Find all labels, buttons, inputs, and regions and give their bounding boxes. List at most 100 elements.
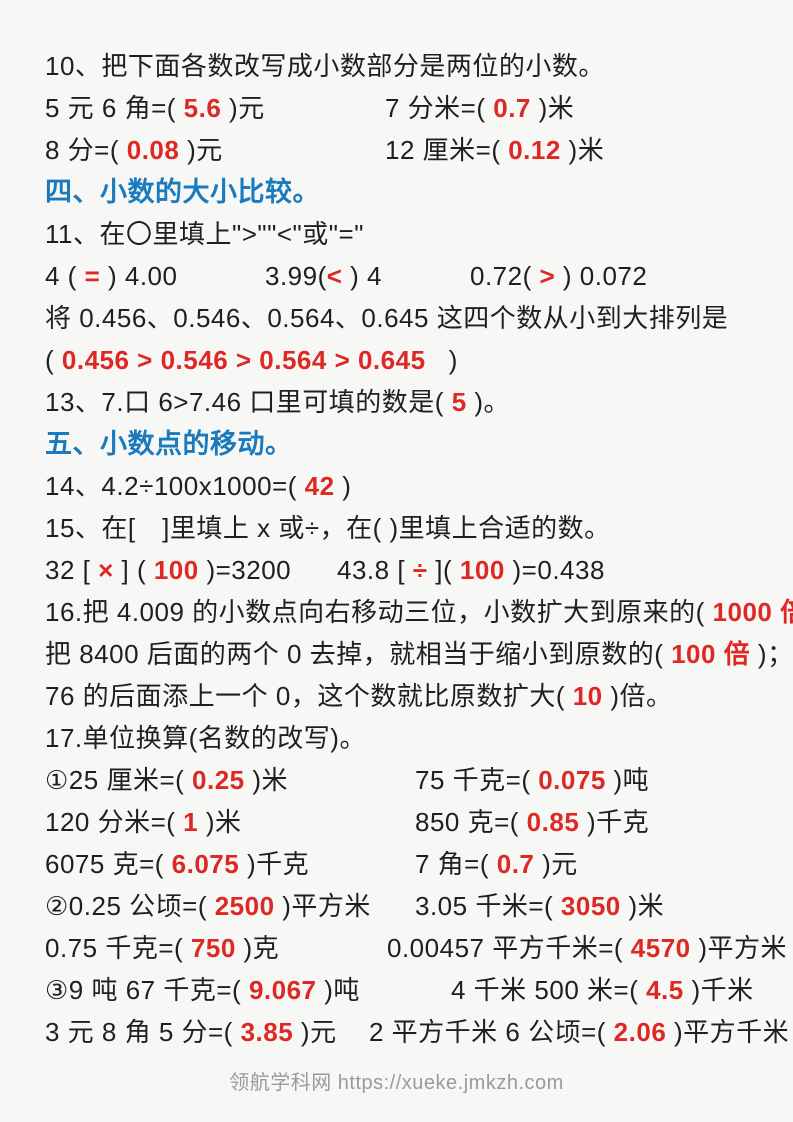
q13-segment: 13、7.口 6>7.46 口里可填的数是( 5 )。 bbox=[45, 381, 510, 423]
section-5-heading-segment: 五、小数点的移动。 bbox=[45, 423, 293, 465]
q10-row-1: 5 元 6 角=( 5.6 )元 7 分米=( 0.7 )米 bbox=[45, 87, 783, 129]
section-4-heading: 四、小数的大小比较。 bbox=[45, 171, 783, 213]
question-text: )千米 bbox=[683, 975, 754, 1005]
q11-row-segment: 4 ( = ) 4.00 bbox=[45, 255, 265, 297]
answer-text: 0.85 bbox=[526, 807, 580, 837]
answer-text: 100 bbox=[459, 555, 505, 585]
question-text: ②0.25 公顷=( bbox=[45, 891, 215, 921]
question-text: )千克 bbox=[239, 849, 310, 879]
q12-title: 将 0.456、0.546、0.564、0.645 这四个数从小到大排列是 bbox=[45, 297, 783, 339]
question-text: 4 千米 500 米=( bbox=[451, 975, 647, 1005]
question-text: )吨 bbox=[605, 765, 650, 795]
answer-text: ÷ bbox=[412, 555, 428, 585]
q16-line-3: 76 的后面添上一个 0，这个数就比原数扩大( 10 )倍。 bbox=[45, 675, 783, 717]
question-text: 把 8400 后面的两个 0 去掉，就相当于缩小到原数的( bbox=[45, 639, 672, 669]
answer-text: 5 bbox=[451, 387, 467, 417]
answer-text: 2500 bbox=[214, 891, 275, 921]
question-text: 3.05 千米=( bbox=[415, 891, 561, 921]
q17-row-6-segment: ③9 吨 67 千克=( 9.067 )吨 bbox=[45, 969, 451, 1011]
question-text: 0.72( bbox=[470, 261, 540, 291]
answer-text: 0.25 bbox=[192, 765, 245, 795]
answer-text: 0.456 > 0.546 > 0.564 > 0.645 bbox=[61, 345, 426, 375]
answer-text: 42 bbox=[304, 471, 335, 501]
question-text: 2 平方千米 6 公顷=( bbox=[369, 1017, 614, 1047]
question-text: 120 分米=( bbox=[45, 807, 184, 837]
q12-answer-segment: ( 0.456 > 0.546 > 0.564 > 0.645 ) bbox=[45, 339, 458, 381]
q11-row-segment: 3.99(< ) 4 bbox=[265, 255, 470, 297]
question-text: 12 厘米=( bbox=[385, 135, 509, 165]
q11-title: 11、在〇里填上">""<"或"=" bbox=[45, 213, 783, 255]
question-text: )米 bbox=[620, 891, 665, 921]
answer-text: 4570 bbox=[630, 933, 691, 963]
answer-text: 0.7 bbox=[493, 93, 531, 123]
q10-row-2-segment: 8 分=( 0.08 )元 bbox=[45, 129, 385, 171]
section-heading-text: 五、小数点的移动。 bbox=[45, 429, 293, 459]
q10-row-2: 8 分=( 0.08 )元 12 厘米=( 0.12 )米 bbox=[45, 129, 783, 171]
question-text: )=0.438 bbox=[504, 555, 605, 585]
answer-text: 4.5 bbox=[646, 975, 684, 1005]
q17-row-1: ①25 厘米=( 0.25 )米 75 千克=( 0.075 )吨 bbox=[45, 759, 783, 801]
question-text: 3.99( bbox=[265, 261, 327, 291]
question-text: 3 元 8 角 5 分=( bbox=[45, 1017, 241, 1047]
q17-row-1-segment: ①25 厘米=( 0.25 )米 bbox=[45, 759, 415, 801]
q11-row-segment: 0.72( > ) 0.072 bbox=[470, 255, 647, 297]
question-text: 5 元 6 角=( bbox=[45, 93, 184, 123]
answer-text: 2.06 bbox=[613, 1017, 667, 1047]
q17-title: 17.单位换算(名数的改写)。 bbox=[45, 717, 783, 759]
answer-text: 0.7 bbox=[496, 849, 535, 879]
q13: 13、7.口 6>7.46 口里可填的数是( 5 )。 bbox=[45, 381, 783, 423]
question-text: )米 bbox=[530, 93, 575, 123]
q17-row-3-segment: 7 角=( 0.7 )元 bbox=[415, 843, 578, 885]
q17-row-1-segment: 75 千克=( 0.075 )吨 bbox=[415, 759, 649, 801]
question-text: ) 4.00 bbox=[100, 261, 178, 291]
question-text: ] ( bbox=[113, 555, 154, 585]
question-text: 75 千克=( bbox=[415, 765, 539, 795]
q17-title-segment: 17.单位换算(名数的改写)。 bbox=[45, 717, 366, 759]
question-text: 13、7.口 6>7.46 口里可填的数是( bbox=[45, 387, 452, 417]
answer-text: 0.08 bbox=[126, 135, 180, 165]
answer-text: 10 bbox=[572, 681, 603, 711]
question-text: ①25 厘米=( bbox=[45, 765, 193, 795]
answer-text: 0.12 bbox=[508, 135, 561, 165]
answer-text: 1000 倍 bbox=[712, 597, 793, 627]
answer-text: 5.6 bbox=[183, 93, 222, 123]
section-5-heading: 五、小数点的移动。 bbox=[45, 423, 783, 465]
q16-line-1-segment: 16.把 4.009 的小数点向右移动三位，小数扩大到原来的( 1000 倍 )… bbox=[45, 591, 793, 633]
question-text: 15、在[ ]里填上 x 或÷，在( )里填上合适的数。 bbox=[45, 513, 611, 543]
q10-row-1-segment: 5 元 6 角=( 5.6 )元 bbox=[45, 87, 385, 129]
question-text: 8 分=( bbox=[45, 135, 127, 165]
question-text: 将 0.456、0.546、0.564、0.645 这四个数从小到大排列是 bbox=[45, 303, 729, 333]
question-text: 0.75 千克=( bbox=[45, 933, 191, 963]
q15-row-segment: 43.8 [ ÷ ]( 100 )=0.438 bbox=[337, 549, 605, 591]
question-text: 14、4.2÷100x1000=( bbox=[45, 471, 305, 501]
q17-row-2-segment: 120 分米=( 1 )米 bbox=[45, 801, 415, 843]
answer-text: 750 bbox=[190, 933, 236, 963]
answer-text: > bbox=[539, 261, 556, 291]
q17-row-3: 6075 克=( 6.075 )千克 7 角=( 0.7 )元 bbox=[45, 843, 783, 885]
question-text: 7 分米=( bbox=[385, 93, 494, 123]
question-text: )；在 bbox=[757, 639, 793, 669]
answer-text: 0.075 bbox=[538, 765, 606, 795]
q17-row-4: ②0.25 公顷=( 2500 )平方米 3.05 千米=( 3050 )米 bbox=[45, 885, 783, 927]
question-text: )米 bbox=[560, 135, 605, 165]
q17-row-4-segment: ②0.25 公顷=( 2500 )平方米 bbox=[45, 885, 415, 927]
question-text: 16.把 4.009 的小数点向右移动三位，小数扩大到原来的( bbox=[45, 597, 713, 627]
q15-row-segment: 32 [ × ] ( 100 )=3200 bbox=[45, 549, 337, 591]
question-text: ( bbox=[45, 345, 62, 375]
q16-line-2: 把 8400 后面的两个 0 去掉，就相当于缩小到原数的( 100 倍 )；在 bbox=[45, 633, 793, 675]
answer-text: 3.85 bbox=[240, 1017, 294, 1047]
answer-text: 9.067 bbox=[248, 975, 317, 1005]
answer-text: 100 bbox=[153, 555, 199, 585]
question-text: )平方千米 bbox=[666, 1017, 790, 1047]
q10-title-segment: 10、把下面各数改写成小数部分是两位的小数。 bbox=[45, 45, 605, 87]
q10-row-2-segment: 12 厘米=( 0.12 )米 bbox=[385, 129, 604, 171]
question-text: 850 克=( bbox=[415, 807, 527, 837]
q17-row-2-segment: 850 克=( 0.85 )千克 bbox=[415, 801, 649, 843]
q16-line-2-segment: 把 8400 后面的两个 0 去掉，就相当于缩小到原数的( 100 倍 )；在 bbox=[45, 633, 793, 675]
question-text: )。 bbox=[466, 387, 511, 417]
q10-title: 10、把下面各数改写成小数部分是两位的小数。 bbox=[45, 45, 783, 87]
q17-row-6: ③9 吨 67 千克=( 9.067 )吨 4 千米 500 米=( 4.5 )千… bbox=[45, 969, 783, 1011]
q11-title-segment: 11、在〇里填上">""<"或"=" bbox=[45, 213, 364, 255]
q14: 14、4.2÷100x1000=( 42 ) bbox=[45, 465, 783, 507]
